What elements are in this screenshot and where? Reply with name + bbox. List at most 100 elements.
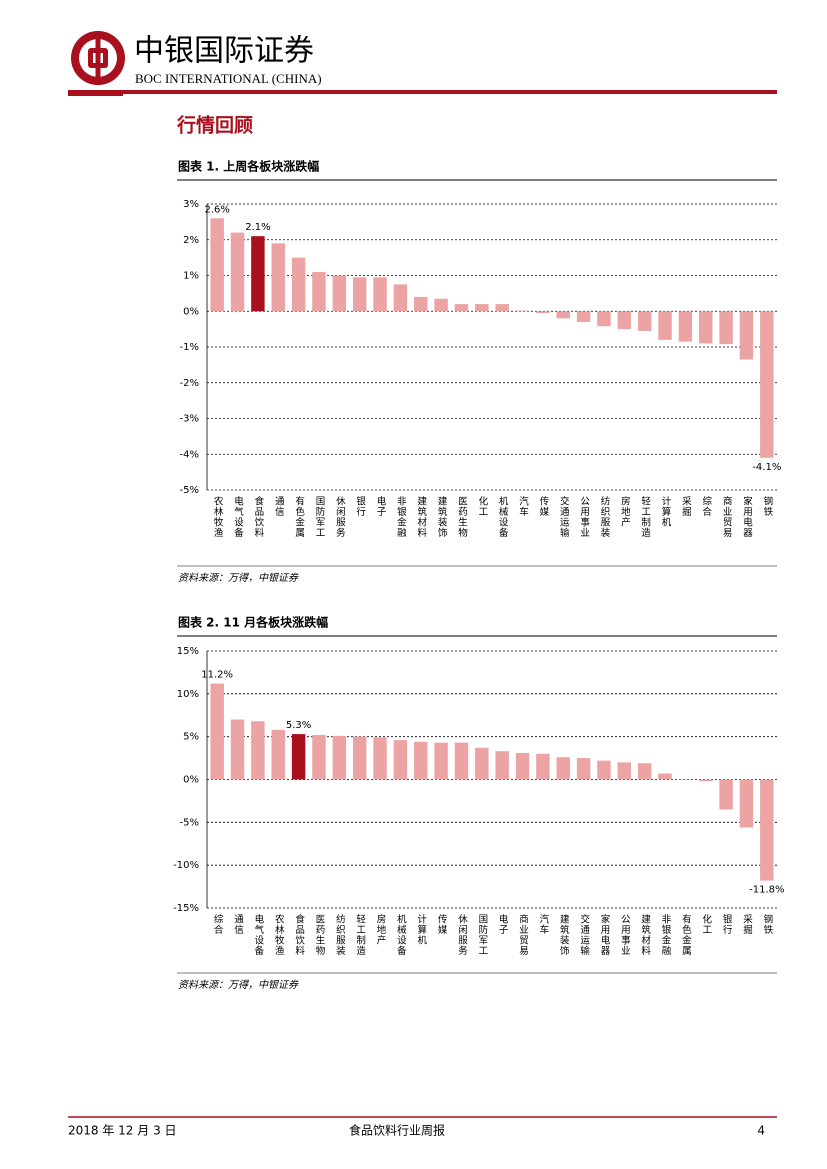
bar — [454, 304, 469, 312]
x-tick-label: 化工 — [476, 495, 488, 517]
value-label: 2.1% — [245, 222, 270, 233]
bar — [210, 218, 224, 312]
x-tick-label: 商业贸易 — [517, 913, 529, 956]
bar — [251, 236, 265, 312]
x-tick-label: 综合 — [212, 913, 224, 935]
bar — [495, 751, 509, 780]
bar — [271, 243, 285, 312]
bar — [373, 737, 387, 780]
bar — [678, 311, 693, 342]
y-tick-label: -4% — [180, 449, 199, 460]
x-tick-label: 轻工制造 — [354, 913, 366, 956]
x-tick-label: 休闲服务 — [456, 913, 468, 956]
bar — [719, 779, 733, 810]
bar — [617, 311, 632, 330]
y-tick-label: -5% — [180, 485, 199, 496]
x-tick-label: 国防军工 — [313, 496, 325, 538]
header-rule — [68, 90, 777, 94]
y-tick-label: 2% — [183, 235, 199, 246]
bar — [352, 277, 367, 312]
x-tick-label: 钢铁 — [761, 913, 773, 935]
bar — [597, 311, 611, 327]
x-tick-label: 农林牧渔 — [212, 495, 224, 538]
x-tick-label: 通信 — [273, 496, 285, 517]
x-tick-label: 综合 — [700, 495, 712, 517]
x-tick-label: 国防军工 — [476, 914, 488, 956]
value-label: 2.6% — [204, 204, 229, 215]
bar — [556, 757, 570, 780]
y-tick-label: -5% — [180, 817, 199, 828]
bar — [312, 734, 326, 780]
y-tick-label: 0% — [183, 775, 199, 786]
bar — [332, 735, 347, 780]
x-tick-label: 有色金属 — [293, 495, 305, 538]
bar — [332, 275, 347, 312]
x-tick-label: 钢铁 — [761, 495, 773, 517]
x-tick-label: 家用电器 — [741, 495, 753, 538]
bar — [658, 311, 672, 340]
bar — [597, 760, 611, 780]
bar — [230, 232, 245, 312]
bar — [475, 747, 489, 780]
bar — [739, 311, 754, 360]
x-tick-label: 传媒 — [436, 913, 448, 935]
bar — [454, 742, 469, 780]
x-tick-label: 家用电器 — [598, 913, 610, 956]
x-tick-label: 通信 — [232, 914, 244, 935]
bar — [760, 311, 774, 458]
x-tick-label: 房地产 — [375, 913, 387, 945]
bar — [536, 753, 550, 780]
x-tick-label: 医药生物 — [313, 914, 325, 956]
bar — [515, 310, 530, 312]
x-tick-label: 纺织服装 — [334, 913, 346, 956]
bar — [637, 311, 652, 331]
footer-page: 4 — [757, 1124, 765, 1138]
x-tick-label: 公用事业 — [578, 496, 590, 538]
x-tick-label: 采掘 — [741, 914, 753, 935]
x-tick-label: 机械设备 — [497, 495, 509, 538]
y-tick-label: -1% — [180, 342, 199, 353]
x-tick-label: 公用事业 — [619, 914, 631, 956]
header-rule — [68, 94, 123, 96]
bar — [434, 742, 448, 780]
bar — [556, 311, 570, 319]
bar — [414, 296, 428, 312]
bar — [312, 271, 326, 312]
bar — [251, 721, 265, 780]
bar — [352, 736, 367, 780]
x-tick-label: 休闲服务 — [334, 495, 346, 538]
x-tick-label: 机械设备 — [395, 913, 407, 956]
y-tick-label: -2% — [180, 378, 199, 389]
bar — [637, 763, 652, 780]
logo — [71, 31, 125, 85]
x-tick-label: 计算机 — [660, 495, 672, 527]
x-tick-label: 轻工制造 — [639, 495, 651, 538]
x-tick-label: 传媒 — [537, 495, 549, 517]
bar — [393, 284, 408, 312]
value-label: 5.3% — [286, 720, 311, 731]
source-note: 资料来源：万得，中银证券 — [178, 572, 299, 584]
bar — [271, 729, 285, 780]
bar — [475, 304, 489, 312]
x-tick-label: 建筑装饰 — [558, 913, 570, 956]
x-tick-label: 建筑材料 — [639, 913, 651, 956]
bar — [230, 719, 245, 780]
x-tick-label: 食品饮料 — [293, 913, 305, 956]
bar — [210, 683, 224, 780]
bar — [536, 311, 550, 314]
x-tick-label: 房地产 — [619, 495, 631, 527]
x-tick-label: 非银金融 — [660, 913, 672, 956]
bar — [678, 779, 693, 780]
y-tick-label: 3% — [183, 199, 199, 210]
source-note: 资料来源：万得，中银证券 — [178, 979, 299, 991]
y-tick-label: 15% — [177, 646, 199, 657]
x-tick-label: 电气设备 — [252, 913, 264, 956]
bar — [576, 311, 591, 322]
chart-title: 图表 2. 11 月各板块涨跌幅 — [178, 615, 328, 630]
footer-date: 2018 年 12 月 3 日 — [68, 1124, 177, 1138]
bar — [617, 762, 632, 780]
value-label: -4.1% — [752, 462, 781, 473]
footer-report: 食品饮料行业周报 — [349, 1123, 445, 1138]
x-tick-label: 医药生物 — [456, 496, 468, 538]
x-tick-label: 商业贸易 — [721, 495, 733, 538]
